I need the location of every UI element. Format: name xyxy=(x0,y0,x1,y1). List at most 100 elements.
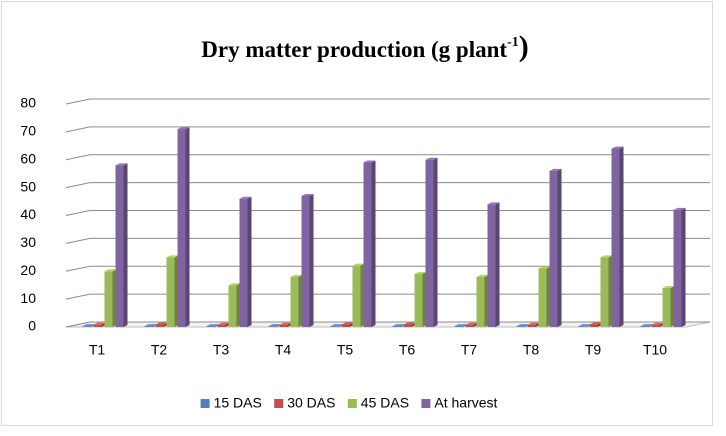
x-tick-label: T1 xyxy=(89,342,106,358)
bar xyxy=(144,326,153,327)
y-tick-label: 30 xyxy=(20,234,36,250)
bar-top xyxy=(228,283,241,286)
bar-top xyxy=(144,324,157,327)
bar-top xyxy=(392,324,405,327)
bar-top xyxy=(651,322,664,325)
bar-top xyxy=(82,324,95,327)
bar-top xyxy=(166,255,179,258)
bar xyxy=(352,265,361,327)
title-superscript: -1 xyxy=(507,35,519,50)
bar xyxy=(217,324,226,327)
bar-top xyxy=(476,274,489,277)
bar xyxy=(538,268,547,327)
bar-top xyxy=(611,146,624,149)
bar xyxy=(549,170,558,327)
bar xyxy=(363,162,372,327)
bar-side xyxy=(185,127,190,328)
bar-side xyxy=(557,168,562,327)
bar-top xyxy=(454,324,467,327)
x-tick-label: T2 xyxy=(151,342,168,358)
bar-top xyxy=(115,163,128,166)
y-tick-label: 10 xyxy=(20,290,36,306)
legend-label: 15 DAS xyxy=(214,395,262,411)
bar-top xyxy=(465,322,478,325)
bar-side xyxy=(247,196,252,327)
bar-top xyxy=(640,324,653,327)
bar xyxy=(330,326,339,327)
bar xyxy=(228,285,237,327)
grid-line xyxy=(65,265,710,272)
grid-line xyxy=(65,237,710,244)
bar xyxy=(673,209,682,327)
bar-top xyxy=(279,322,292,325)
bar xyxy=(279,324,288,327)
y-tick-label: 0 xyxy=(28,318,36,334)
legend-label: 45 DAS xyxy=(361,395,409,411)
x-tick-label: T8 xyxy=(523,342,540,358)
bar-side xyxy=(371,160,376,327)
bar xyxy=(651,324,660,327)
legend-swatch xyxy=(347,399,357,408)
bar-top xyxy=(538,266,551,269)
bar xyxy=(589,324,598,327)
title-end: ) xyxy=(519,30,529,63)
y-tick-label: 50 xyxy=(20,178,36,194)
bar-top xyxy=(352,263,365,266)
x-tick-label: T6 xyxy=(399,342,416,358)
bar-top xyxy=(487,202,500,205)
bar-top xyxy=(425,157,438,160)
bar xyxy=(403,324,412,327)
bar xyxy=(341,324,350,327)
bar-top xyxy=(206,324,219,327)
bar xyxy=(454,326,463,327)
legend-swatch xyxy=(421,399,431,408)
bar xyxy=(290,276,299,327)
bar xyxy=(166,257,175,327)
chart-title: Dry matter production (g plant-1) xyxy=(201,30,528,63)
bar xyxy=(425,159,434,327)
bar-side xyxy=(619,146,624,327)
x-tick-label: T10 xyxy=(643,342,667,358)
bar xyxy=(611,148,620,327)
bar-side xyxy=(123,163,128,327)
x-tick-label: T7 xyxy=(461,342,478,358)
y-tick-label: 80 xyxy=(20,95,36,111)
bar xyxy=(640,326,649,327)
bar xyxy=(155,324,164,327)
bar-top xyxy=(363,160,376,163)
bar xyxy=(414,274,423,327)
bar xyxy=(476,276,485,327)
grid-line xyxy=(65,210,710,216)
bar-top xyxy=(330,324,343,327)
bar-top xyxy=(93,322,106,325)
bar-side xyxy=(681,207,686,327)
bar-top xyxy=(578,324,591,327)
legend-label: 30 DAS xyxy=(287,395,335,411)
bar-top xyxy=(217,322,230,325)
bar-top xyxy=(414,272,427,275)
bar-top xyxy=(516,324,529,327)
bar-top xyxy=(527,322,540,325)
bar-side xyxy=(433,157,438,327)
bar xyxy=(268,326,277,327)
bar-top xyxy=(549,168,562,171)
x-tick-label: T4 xyxy=(275,342,292,358)
bar-top xyxy=(268,324,281,327)
bar xyxy=(82,326,91,327)
grid-line xyxy=(65,293,710,300)
bar-top xyxy=(600,255,613,258)
bar xyxy=(516,326,525,327)
grid-line xyxy=(65,98,710,105)
bar xyxy=(600,257,609,327)
grid-line xyxy=(65,182,710,189)
bar xyxy=(239,198,248,327)
legend-swatch xyxy=(200,399,210,408)
x-tick-label: T5 xyxy=(337,342,354,358)
bar xyxy=(392,326,401,327)
bar-top xyxy=(104,269,117,272)
bar xyxy=(487,204,496,327)
grid-line xyxy=(65,126,710,133)
bar-side xyxy=(495,202,500,327)
bar xyxy=(578,326,587,327)
bar xyxy=(104,271,113,327)
